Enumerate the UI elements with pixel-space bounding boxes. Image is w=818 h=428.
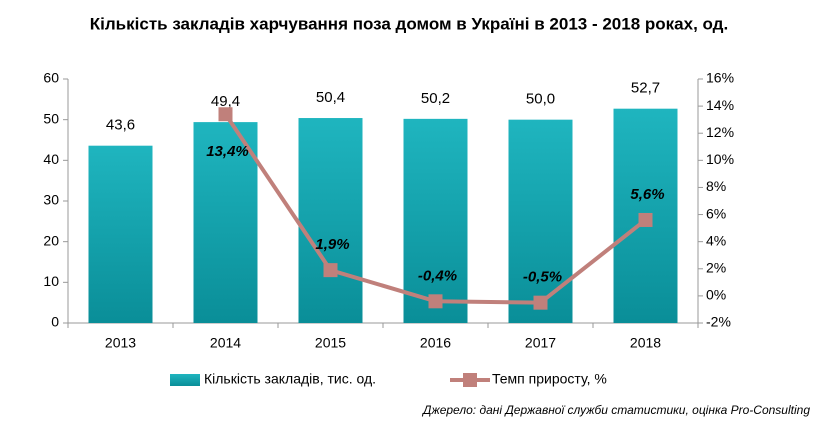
y2-tick-label: 6% xyxy=(706,205,726,221)
legend-label: Темп приросту, % xyxy=(492,371,607,387)
line-marker xyxy=(428,294,443,309)
bar-value-label: 50,0 xyxy=(526,91,555,108)
x-tick-label: 2013 xyxy=(105,335,136,351)
x-tick-label: 2016 xyxy=(420,335,451,351)
y-tick-label: 10 xyxy=(43,273,59,289)
y2-tick-label: 2% xyxy=(706,259,726,275)
y2-tick-label: 8% xyxy=(706,178,726,194)
bar xyxy=(403,118,468,323)
line-marker xyxy=(218,107,233,122)
line-value-label: -0,4% xyxy=(418,267,457,284)
y2-tick-label: -2% xyxy=(706,314,731,330)
line-value-label: -0,5% xyxy=(523,269,562,286)
y2-tick-label: 10% xyxy=(706,151,734,167)
y-tick-label: 60 xyxy=(43,70,59,86)
bar xyxy=(88,145,153,323)
line-value-label: 1,9% xyxy=(315,236,349,253)
bar-value-label: 50,4 xyxy=(316,89,345,106)
chart-title: Кількість закладів харчування поза домом… xyxy=(90,14,728,33)
x-tick-label: 2018 xyxy=(630,335,661,351)
legend-swatch xyxy=(463,373,477,387)
line-marker xyxy=(638,212,653,227)
bar xyxy=(298,118,363,323)
bar-value-label: 50,2 xyxy=(421,90,450,107)
x-tick-label: 2017 xyxy=(525,335,556,351)
line-value-label: 5,6% xyxy=(630,186,664,203)
bar-value-label: 43,6 xyxy=(106,117,135,134)
line-value-label: 13,4% xyxy=(206,143,249,160)
y2-tick-label: 0% xyxy=(706,287,726,303)
y-tick-label: 20 xyxy=(43,232,59,248)
legend-label: Кількість закладів, тис. од. xyxy=(204,371,376,387)
line-marker xyxy=(533,295,548,310)
x-tick-label: 2015 xyxy=(315,335,346,351)
bar xyxy=(193,122,258,324)
bar xyxy=(508,119,573,324)
y-tick-label: 50 xyxy=(43,110,59,126)
y-tick-label: 0 xyxy=(51,314,59,330)
legend-swatch xyxy=(170,374,200,386)
y2-tick-label: 12% xyxy=(706,124,734,140)
y2-tick-label: 14% xyxy=(706,97,734,113)
y-tick-label: 40 xyxy=(43,151,59,167)
bar-value-label: 52,7 xyxy=(631,80,660,97)
source-note: Джерело: дані Державної служби статистик… xyxy=(421,403,810,417)
y2-tick-label: 4% xyxy=(706,232,726,248)
x-tick-label: 2014 xyxy=(210,335,241,351)
y-tick-label: 30 xyxy=(43,192,59,208)
y2-tick-label: 16% xyxy=(706,70,734,86)
bar-value-label: 49,4 xyxy=(211,93,240,110)
line-marker xyxy=(323,263,338,278)
